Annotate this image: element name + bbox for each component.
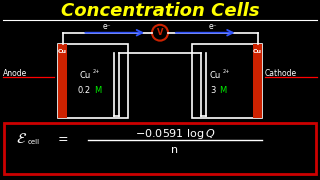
Text: =: = bbox=[58, 133, 68, 146]
Bar bbox=[4, 123, 316, 174]
Bar bbox=[58, 44, 128, 118]
Text: e⁻: e⁻ bbox=[103, 22, 112, 31]
Text: M: M bbox=[219, 86, 226, 94]
Text: $-0.0591\ \log Q$: $-0.0591\ \log Q$ bbox=[135, 127, 215, 141]
Text: cell: cell bbox=[28, 140, 40, 145]
Text: Cu: Cu bbox=[253, 49, 262, 54]
Text: Cu: Cu bbox=[58, 49, 67, 54]
Text: M: M bbox=[94, 86, 101, 94]
Text: 2+: 2+ bbox=[93, 69, 100, 74]
Text: 0.2: 0.2 bbox=[78, 86, 91, 94]
Text: n: n bbox=[172, 145, 179, 155]
Text: $\mathcal{E}$: $\mathcal{E}$ bbox=[16, 131, 27, 146]
Circle shape bbox=[152, 25, 168, 41]
Text: Cu: Cu bbox=[80, 71, 91, 80]
Text: e⁻: e⁻ bbox=[208, 22, 217, 31]
Text: 2+: 2+ bbox=[223, 69, 230, 74]
Bar bbox=[192, 44, 262, 118]
Text: Cathode: Cathode bbox=[265, 69, 297, 78]
Text: Cu: Cu bbox=[210, 71, 221, 80]
Bar bbox=[253, 44, 262, 118]
Bar bbox=[58, 44, 67, 118]
Text: 3: 3 bbox=[210, 86, 215, 94]
Text: V: V bbox=[157, 28, 163, 37]
Text: Concentration Cells: Concentration Cells bbox=[61, 2, 259, 20]
Text: Anode: Anode bbox=[3, 69, 27, 78]
